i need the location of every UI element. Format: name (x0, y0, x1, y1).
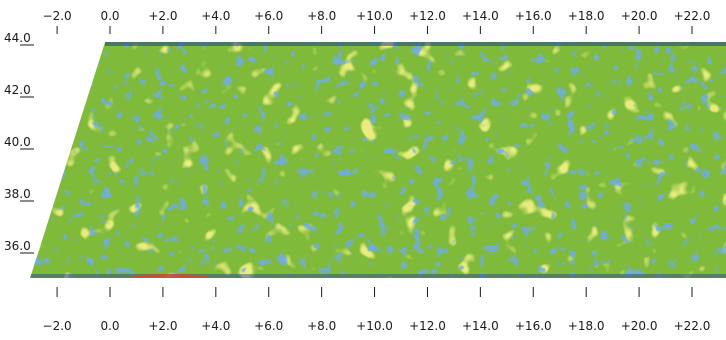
longitude-tick-label-bottom: +22.0 (674, 319, 711, 333)
swath-low-speckle (30, 42, 726, 278)
longitude-tick-label-bottom: +18.0 (568, 319, 605, 333)
longitude-tick-label-bottom: −2.0 (43, 319, 72, 333)
longitude-tick-label-top: 0.0 (100, 9, 119, 23)
longitude-tick-label-bottom: +10.0 (356, 319, 393, 333)
longitude-tick-label-bottom: 0.0 (100, 319, 119, 333)
longitude-tick-label-top: +10.0 (356, 9, 393, 23)
longitude-tick-label-top: +14.0 (462, 9, 499, 23)
swath-layer (30, 42, 726, 278)
longitude-tick-label-top: +4.0 (201, 9, 230, 23)
longitude-tick-label-bottom: +20.0 (621, 319, 658, 333)
longitude-tick-label-bottom: +8.0 (307, 319, 336, 333)
longitude-axis-bottom: −2.0 0.0 +2.0 +4.0 +6.0 +8.0 +10.0 +12.0 +14.0 +1… (43, 287, 711, 333)
longitude-tick-label-bottom: +12.0 (409, 319, 446, 333)
longitude-tick-label-top: +22.0 (674, 9, 711, 23)
longitude-tick-label-bottom: +6.0 (254, 319, 283, 333)
longitude-tick-label-bottom: +2.0 (148, 319, 177, 333)
latitude-tick-label: 38.0 (4, 187, 31, 201)
swath-top-edge (105, 42, 726, 46)
longitude-tick-label-bottom: +14.0 (462, 319, 499, 333)
latitude-tick-label: 42.0 (4, 83, 31, 97)
longitude-tick-label-bottom: +16.0 (515, 319, 552, 333)
longitude-tick-label-top: +8.0 (307, 9, 336, 23)
latitude-tick-label: 36.0 (4, 239, 31, 253)
longitude-tick-label-bottom: +4.0 (201, 319, 230, 333)
longitude-axis-top: −2.0 0.0 +2.0 +4.0 +6.0 +8.0 +10.0 +12.0 +14.0 +1… (43, 9, 711, 34)
longitude-tick-label-top: +16.0 (515, 9, 552, 23)
latitude-tick-label: 40.0 (4, 135, 31, 149)
longitude-tick-label-top: +12.0 (409, 9, 446, 23)
longitude-tick-label-top: +20.0 (621, 9, 658, 23)
longitude-tick-label-top: +2.0 (148, 9, 177, 23)
swath-hot-streak (132, 274, 208, 278)
longitude-tick-label-top: +18.0 (568, 9, 605, 23)
longitude-tick-label-top: +6.0 (254, 9, 283, 23)
swath-bottom-edge (30, 274, 726, 278)
latitude-tick-label: 44.0 (4, 31, 31, 45)
longitude-tick-label-top: −2.0 (43, 9, 72, 23)
latitude-axis-left: 44.0 42.0 40.0 38.0 36.0 (4, 31, 34, 254)
